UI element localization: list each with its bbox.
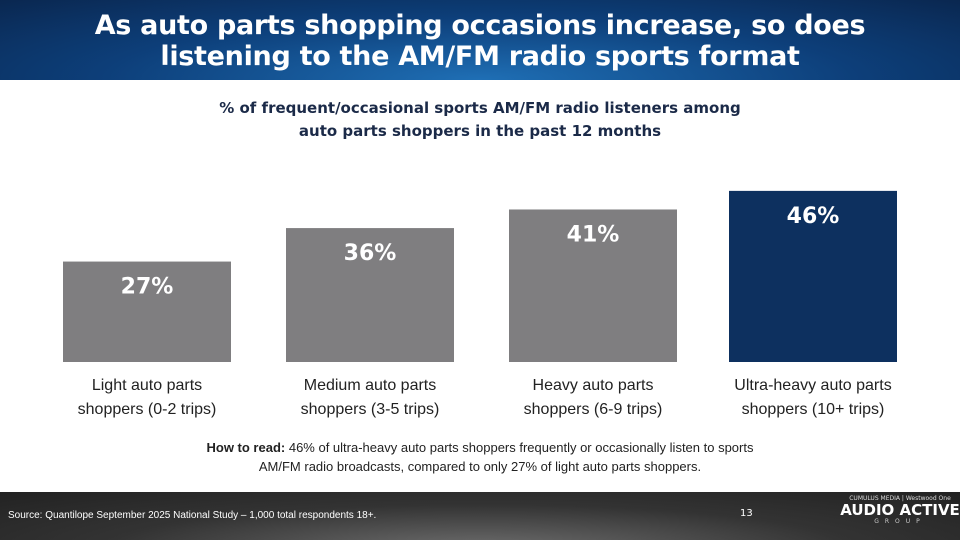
header: As auto parts shopping occasions increas… bbox=[0, 0, 960, 80]
source-note: Source: Quantilope September 2025 Nation… bbox=[8, 510, 377, 521]
category-label-line: shoppers (0-2 trips) bbox=[77, 401, 217, 418]
how-to-read-line-1: 46% of ultra-heavy auto parts shoppers f… bbox=[285, 440, 754, 455]
footer: Source: Quantilope September 2025 Nation… bbox=[0, 492, 960, 540]
how-to-read-label: How to read: bbox=[206, 440, 286, 455]
category-label: Medium auto parts shoppers (3-5 trips) bbox=[255, 374, 485, 422]
logo-sub: GROUP bbox=[874, 518, 926, 525]
category-label-line: shoppers (10+ trips) bbox=[741, 401, 885, 418]
chart-title: % of frequent/occasional sports AM/FM ra… bbox=[0, 97, 960, 143]
data-label: 36% bbox=[344, 241, 397, 266]
data-label: 46% bbox=[787, 204, 840, 229]
chart-title-line-2: auto parts shoppers in the past 12 month… bbox=[298, 122, 662, 140]
page-title: As auto parts shopping occasions increas… bbox=[0, 0, 960, 72]
category-label-line: Light auto parts bbox=[91, 377, 203, 394]
bar bbox=[729, 190, 897, 362]
bar bbox=[286, 228, 454, 362]
logo-top: CUMULUS MEDIA | Westwood One bbox=[849, 495, 951, 502]
category-label-line: Medium auto parts bbox=[303, 377, 437, 394]
title-line-2: listening to the AM/FM radio sports form… bbox=[160, 41, 800, 72]
category-label-line: Ultra-heavy auto parts bbox=[734, 377, 892, 394]
page-number: 13 bbox=[740, 508, 753, 519]
chart-title-line-1: % of frequent/occasional sports AM/FM ra… bbox=[219, 99, 741, 117]
how-to-read: How to read: 46% of ultra-heavy auto par… bbox=[0, 438, 960, 476]
category-label: Ultra-heavy auto parts shoppers (10+ trip… bbox=[698, 374, 928, 422]
data-label: 27% bbox=[121, 275, 174, 300]
category-label-line: shoppers (3-5 trips) bbox=[300, 401, 440, 418]
bar bbox=[509, 209, 677, 362]
bar bbox=[63, 261, 231, 362]
logo-main: AUDIO ACTIVE bbox=[840, 501, 960, 519]
data-label: 41% bbox=[567, 222, 620, 247]
category-label: Heavy auto parts shoppers (6-9 trips) bbox=[478, 374, 708, 422]
category-label-line: shoppers (6-9 trips) bbox=[523, 401, 663, 418]
audio-active-group-logo: CUMULUS MEDIA | Westwood One AUDIO ACTIV… bbox=[840, 495, 960, 525]
how-to-read-line-2: AM/FM radio broadcasts, compared to only… bbox=[258, 459, 702, 474]
category-label-line: Heavy auto parts bbox=[532, 377, 654, 394]
title-line-1: As auto parts shopping occasions increas… bbox=[94, 10, 866, 41]
category-label: Light auto parts shoppers (0-2 trips) bbox=[32, 374, 262, 422]
